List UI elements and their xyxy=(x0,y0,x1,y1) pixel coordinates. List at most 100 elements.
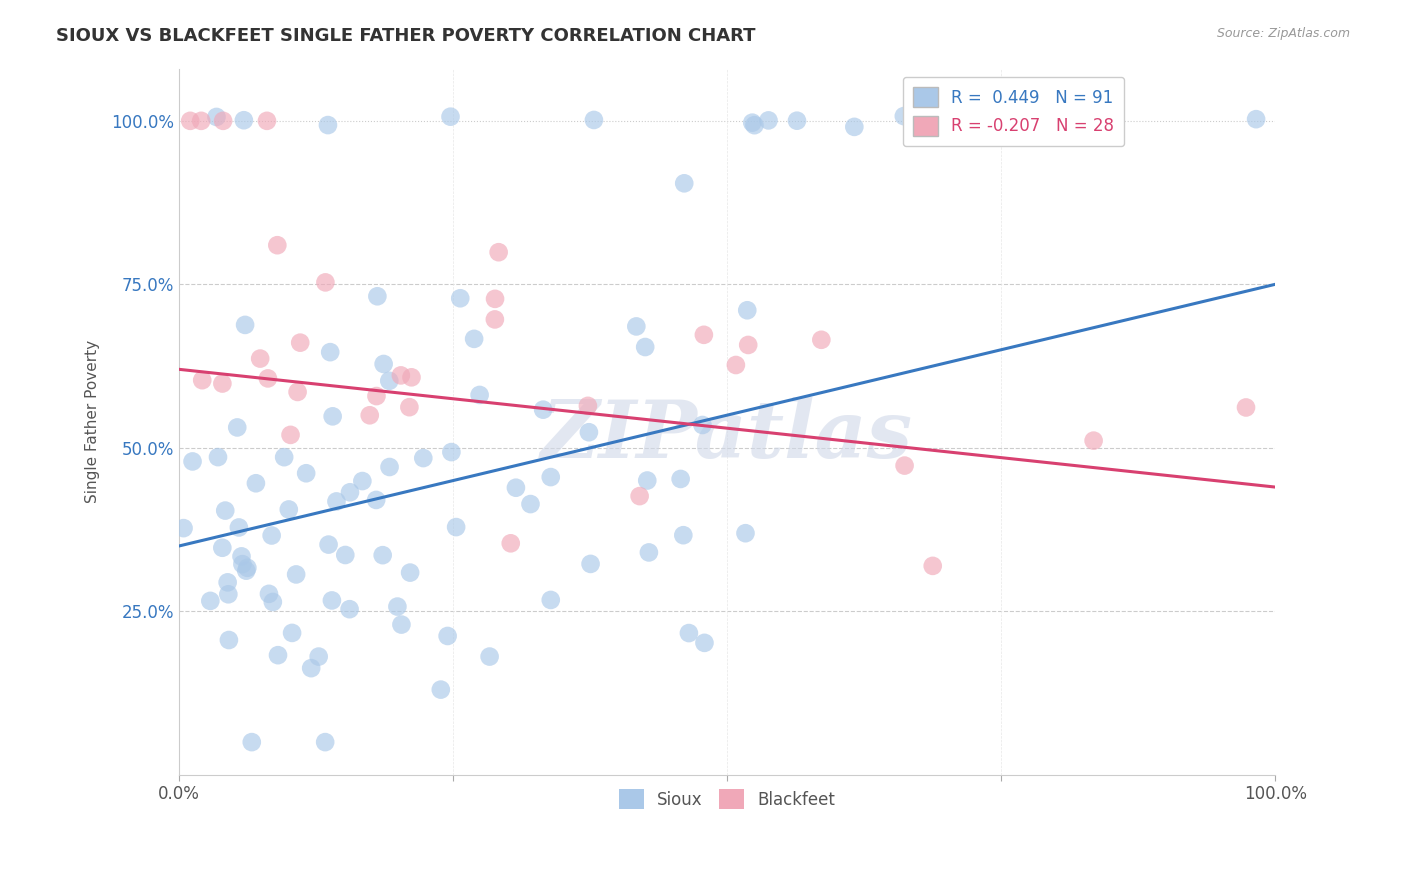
Point xyxy=(436,629,458,643)
Point xyxy=(277,502,299,516)
Point xyxy=(179,113,201,128)
Point xyxy=(693,636,716,650)
Point xyxy=(319,345,342,359)
Point xyxy=(217,587,239,601)
Point xyxy=(373,357,395,371)
Point xyxy=(281,626,304,640)
Point xyxy=(439,110,461,124)
Point xyxy=(540,470,562,484)
Point xyxy=(217,575,239,590)
Point xyxy=(316,118,339,132)
Point xyxy=(236,561,259,575)
Point xyxy=(638,545,661,559)
Point xyxy=(308,649,330,664)
Point xyxy=(228,520,250,534)
Point xyxy=(389,368,412,383)
Point xyxy=(212,113,235,128)
Point xyxy=(285,567,308,582)
Point xyxy=(444,520,467,534)
Point xyxy=(468,388,491,402)
Point xyxy=(366,492,388,507)
Point xyxy=(249,351,271,366)
Point xyxy=(401,370,423,384)
Point xyxy=(226,420,249,434)
Point xyxy=(256,113,278,128)
Point xyxy=(267,648,290,663)
Point xyxy=(412,451,434,466)
Point xyxy=(266,238,288,252)
Point xyxy=(484,292,506,306)
Point xyxy=(673,177,696,191)
Point xyxy=(505,481,527,495)
Point xyxy=(190,113,212,128)
Point xyxy=(440,445,463,459)
Point xyxy=(844,120,866,134)
Point xyxy=(693,327,716,342)
Point xyxy=(211,541,233,555)
Point xyxy=(531,402,554,417)
Point xyxy=(893,458,915,473)
Point xyxy=(214,503,236,517)
Point xyxy=(295,467,318,481)
Point xyxy=(628,489,651,503)
Text: Source: ZipAtlas.com: Source: ZipAtlas.com xyxy=(1216,27,1350,40)
Point xyxy=(257,587,280,601)
Point xyxy=(205,110,228,124)
Point xyxy=(211,376,233,391)
Point xyxy=(1022,111,1045,125)
Point xyxy=(322,409,344,424)
Point xyxy=(430,682,453,697)
Point xyxy=(235,564,257,578)
Point xyxy=(449,291,471,305)
Point xyxy=(173,521,195,535)
Point xyxy=(260,528,283,542)
Point xyxy=(371,548,394,562)
Point xyxy=(207,450,229,464)
Point xyxy=(744,118,766,132)
Point xyxy=(287,384,309,399)
Point xyxy=(484,312,506,326)
Point xyxy=(218,633,240,648)
Point xyxy=(626,319,648,334)
Point xyxy=(786,113,808,128)
Legend: Sioux, Blackfeet: Sioux, Blackfeet xyxy=(612,782,842,816)
Point xyxy=(488,245,510,260)
Point xyxy=(634,340,657,354)
Point xyxy=(387,599,409,614)
Point xyxy=(321,593,343,607)
Point xyxy=(366,389,388,403)
Point xyxy=(398,400,420,414)
Point xyxy=(233,318,256,332)
Point xyxy=(245,476,267,491)
Point xyxy=(678,626,700,640)
Point xyxy=(232,113,254,128)
Point xyxy=(579,557,602,571)
Point xyxy=(280,428,302,442)
Point xyxy=(1244,112,1267,127)
Point xyxy=(741,116,763,130)
Point xyxy=(1234,401,1257,415)
Point xyxy=(499,536,522,550)
Point xyxy=(519,497,541,511)
Point xyxy=(318,538,340,552)
Point xyxy=(576,399,599,413)
Point xyxy=(735,303,758,318)
Text: ZIPatlas: ZIPatlas xyxy=(541,397,914,475)
Point xyxy=(257,371,280,385)
Point xyxy=(240,735,263,749)
Point xyxy=(904,119,927,133)
Point xyxy=(191,373,214,387)
Point xyxy=(669,472,692,486)
Point xyxy=(737,338,759,352)
Point xyxy=(463,332,485,346)
Point xyxy=(314,735,336,749)
Point xyxy=(692,417,714,432)
Point xyxy=(378,460,401,475)
Point xyxy=(1083,434,1105,448)
Point xyxy=(391,617,413,632)
Point xyxy=(352,474,374,488)
Point xyxy=(335,548,357,562)
Point xyxy=(181,454,204,468)
Point xyxy=(366,289,388,303)
Point xyxy=(231,549,253,564)
